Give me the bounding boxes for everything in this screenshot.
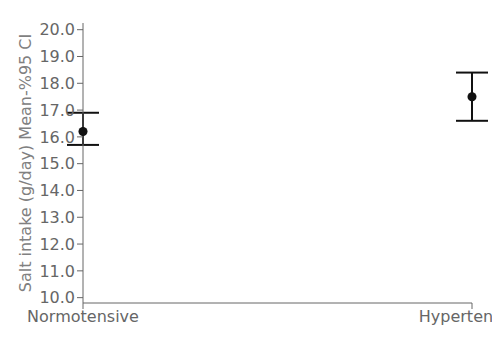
svg-text:12.0: 12.0: [39, 235, 75, 254]
svg-text:17.0: 17.0: [39, 101, 75, 120]
svg-text:13.0: 13.0: [39, 208, 75, 227]
svg-text:Hypertensive: Hypertensive: [419, 307, 492, 326]
svg-text:10.0: 10.0: [39, 288, 75, 307]
svg-text:14.0: 14.0: [39, 181, 75, 200]
svg-text:19.0: 19.0: [39, 47, 75, 66]
svg-text:18.0: 18.0: [39, 74, 75, 93]
svg-text:20.0: 20.0: [39, 20, 75, 39]
svg-text:Normotensive: Normotensive: [27, 307, 139, 326]
svg-text:11.0: 11.0: [39, 262, 75, 281]
svg-text:15.0: 15.0: [39, 154, 75, 173]
svg-text:16.0: 16.0: [39, 128, 75, 147]
svg-text:Salt intake (g/day) Mean-%95 C: Salt intake (g/day) Mean-%95 CI: [16, 34, 35, 293]
